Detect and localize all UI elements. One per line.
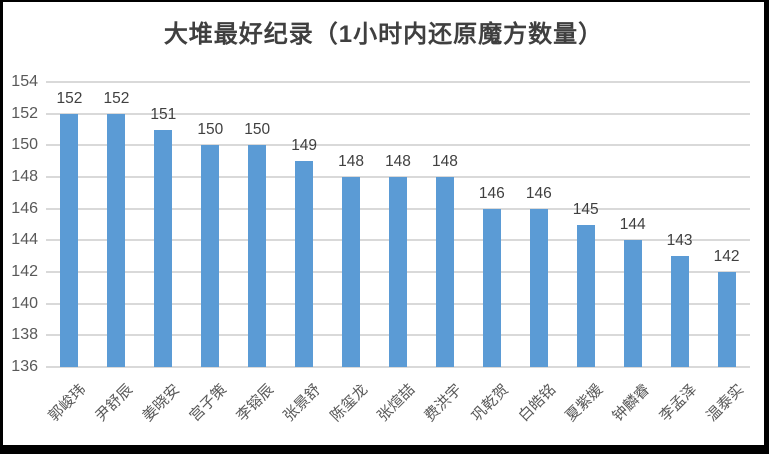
- bar: [201, 145, 220, 367]
- bar-value-label: 151: [150, 105, 177, 123]
- gridline: [46, 144, 750, 147]
- gridline: [46, 81, 750, 83]
- category-label: 宫子策: [186, 381, 231, 425]
- bar-value-label: 150: [197, 121, 224, 139]
- category-label: 白皓铭: [515, 381, 559, 425]
- bar-value-label: 148: [431, 153, 458, 170]
- bar: [576, 224, 595, 367]
- bar: [670, 256, 689, 367]
- chart-title: 大堆最好纪录（1小时内还原魔方数量）: [163, 21, 604, 48]
- category-label: 李镕辰: [233, 381, 278, 425]
- category-label: 尹舒辰: [92, 381, 137, 425]
- bar: [342, 177, 361, 367]
- bar: [295, 161, 314, 367]
- category-label: 张煊喆: [374, 381, 419, 425]
- category-label: 温泰实: [702, 381, 747, 425]
- gridline: [46, 366, 750, 368]
- category-label: 郭峻玮: [45, 381, 90, 425]
- bar: [248, 145, 267, 367]
- category-label: 陈玺龙: [327, 381, 372, 425]
- bar-value-label: 143: [666, 232, 693, 250]
- y-tick-label: 148: [11, 168, 38, 185]
- bar-value-label: 149: [291, 137, 318, 155]
- category-label: 夏紫媛: [562, 381, 606, 425]
- bar: [435, 177, 454, 367]
- bar-value-label: 152: [103, 89, 130, 107]
- gridline: [46, 112, 750, 115]
- bar-value-label: 146: [525, 184, 552, 202]
- bar: [389, 177, 407, 367]
- category-label: 钟麟睿: [608, 381, 653, 425]
- category-label: 费洪宇: [421, 381, 466, 425]
- bar: [529, 208, 548, 367]
- bar-value-label: 144: [619, 216, 646, 234]
- bar-value-label: 148: [385, 153, 411, 170]
- bar: [154, 129, 173, 367]
- y-tick-label: 144: [11, 231, 38, 249]
- y-tick-label: 142: [11, 263, 38, 280]
- bar: [60, 113, 79, 367]
- bar: [717, 272, 736, 367]
- bar: [623, 240, 642, 367]
- y-tick-label: 140: [11, 294, 38, 312]
- bar-value-label: 146: [478, 184, 505, 202]
- category-label: 姜晓安: [139, 381, 184, 425]
- y-tick-label: 138: [11, 326, 38, 344]
- y-tick-label: 152: [11, 104, 38, 122]
- y-tick-label: 146: [11, 199, 38, 217]
- bar-value-label: 152: [56, 89, 83, 107]
- category-label: 巩乾贺: [468, 381, 513, 425]
- category-label: 张景舒: [280, 381, 325, 425]
- chart-canvas: 大堆最好纪录（1小时内还原魔方数量） 154 152 150 148 146 144 142…: [3, 2, 764, 445]
- bar-value-label: 150: [244, 121, 271, 139]
- plot-area: 154 152 150 148 146 144 142 140 138 136 152 郭峻玮 152 尹…: [11, 73, 750, 425]
- y-tick-label: 154: [11, 73, 38, 90]
- bar-value-label: 148: [338, 153, 364, 170]
- bar-value-label: 142: [713, 248, 740, 265]
- y-tick-label: 136: [11, 358, 38, 375]
- category-label: 李孟泽: [655, 381, 700, 425]
- bar: [482, 208, 501, 367]
- bar-value-label: 145: [572, 200, 599, 218]
- y-tick-label: 150: [11, 136, 38, 154]
- bar: [107, 113, 126, 367]
